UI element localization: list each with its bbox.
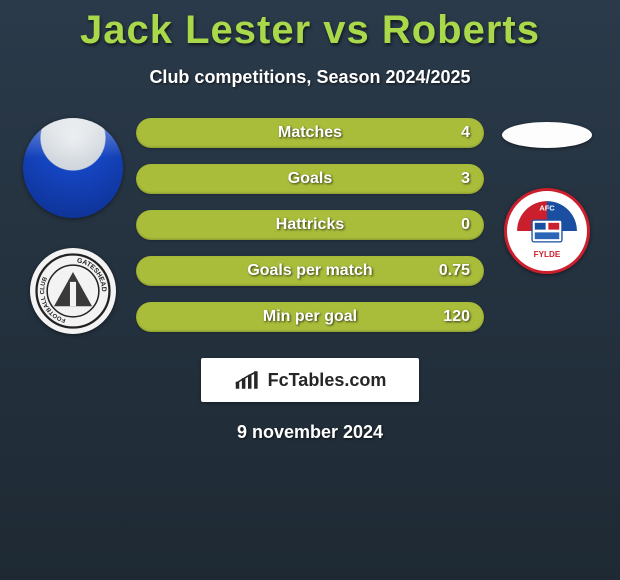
stat-label: Goals per match: [247, 262, 372, 280]
stat-value-right: 3: [461, 170, 470, 188]
brand-watermark: FcTables.com: [201, 358, 419, 402]
stat-row: Min per goal 120: [136, 302, 484, 332]
right-club-badge: AFC FYLDE: [504, 188, 590, 274]
stat-label: Goals: [288, 170, 332, 188]
comparison-subtitle: Club competitions, Season 2024/2025: [0, 67, 620, 88]
svg-text:AFC: AFC: [539, 204, 555, 213]
right-player-column: AFC FYLDE: [492, 114, 602, 274]
stat-value-right: 120: [443, 308, 470, 326]
svg-text:FYLDE: FYLDE: [534, 250, 561, 259]
left-club-badge: GATESHEAD FOOTBALL CLUB: [30, 248, 116, 334]
comparison-body: GATESHEAD FOOTBALL CLUB Matches 4 Goals …: [0, 114, 620, 334]
bar-chart-icon: [234, 369, 262, 391]
stat-bars: Matches 4 Goals 3 Hattricks 0 Goals per …: [136, 114, 484, 332]
right-player-avatar: [502, 122, 592, 148]
stat-value-right: 0: [461, 216, 470, 234]
afc-fylde-badge-icon: AFC FYLDE: [513, 197, 581, 265]
left-player-avatar: [23, 118, 123, 218]
stat-value-right: 0.75: [439, 262, 470, 280]
stat-label: Matches: [278, 124, 342, 142]
stat-row: Goals per match 0.75: [136, 256, 484, 286]
stat-label: Hattricks: [276, 216, 344, 234]
stat-row: Matches 4: [136, 118, 484, 148]
stat-value-right: 4: [461, 124, 470, 142]
stat-row: Goals 3: [136, 164, 484, 194]
gateshead-badge-icon: GATESHEAD FOOTBALL CLUB: [35, 253, 111, 329]
left-player-column: GATESHEAD FOOTBALL CLUB: [18, 114, 128, 334]
comparison-title: Jack Lester vs Roberts: [0, 0, 620, 53]
stat-label: Min per goal: [263, 308, 357, 326]
snapshot-date: 9 november 2024: [0, 422, 620, 443]
brand-name: FcTables.com: [268, 370, 387, 391]
stat-row: Hattricks 0: [136, 210, 484, 240]
